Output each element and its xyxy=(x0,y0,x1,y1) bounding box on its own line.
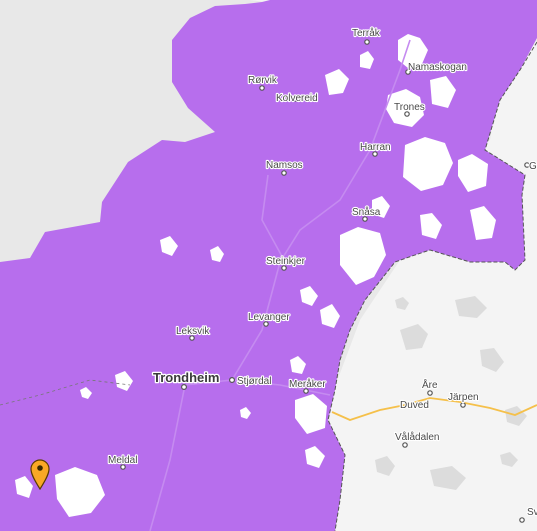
label-rorvik[interactable]: Rørvik xyxy=(247,74,279,87)
label-namaskogan[interactable]: Namaskogan xyxy=(407,61,468,74)
highway-e14 xyxy=(331,397,537,421)
label-meraker[interactable]: Meråker xyxy=(288,377,328,391)
label-g-edge[interactable]: G xyxy=(528,160,537,173)
label-stjordal[interactable]: Stjørdal xyxy=(236,375,273,388)
label-jarpen[interactable]: Järpen xyxy=(447,391,480,404)
label-valadalen[interactable]: Vålådalen xyxy=(394,430,441,444)
label-namsos[interactable]: Namsos xyxy=(265,159,304,172)
label-are[interactable]: Åre xyxy=(421,377,439,392)
land-area xyxy=(250,0,537,531)
national-border xyxy=(327,41,537,531)
map-pin-icon[interactable] xyxy=(30,459,50,491)
label-levanger[interactable]: Levanger xyxy=(247,311,292,324)
county-border xyxy=(0,379,131,406)
label-trondheim[interactable]: Trondheim xyxy=(152,369,221,387)
label-sv-edge[interactable]: Sv xyxy=(526,506,537,519)
place-labels: Terråk Rørvik Kolvereid Namaskogan Trone… xyxy=(107,26,537,519)
no-coverage-patches xyxy=(15,34,496,517)
label-trones[interactable]: Trones xyxy=(393,101,426,114)
place-dots xyxy=(120,39,530,523)
label-harran[interactable]: Harran xyxy=(359,141,392,154)
roads xyxy=(149,39,411,531)
label-steinkjer[interactable]: Steinkjer xyxy=(265,255,307,268)
lakes xyxy=(375,296,527,490)
label-snasa[interactable]: Snåsa xyxy=(351,205,382,219)
label-meldal[interactable]: Meldal xyxy=(107,454,139,467)
label-terrak[interactable]: Terråk xyxy=(351,26,382,40)
label-leksvik[interactable]: Leksvik xyxy=(175,325,212,338)
label-duved[interactable]: Duved xyxy=(399,399,430,412)
label-kolvereid[interactable]: Kolvereid xyxy=(275,92,319,105)
